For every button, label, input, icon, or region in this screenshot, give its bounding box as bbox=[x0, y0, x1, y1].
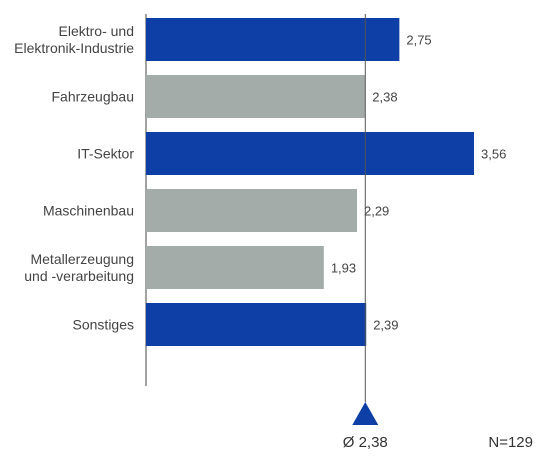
bar-value-label: 2,38 bbox=[372, 90, 397, 105]
category-label: IT-Sektor bbox=[77, 146, 134, 162]
bar bbox=[146, 18, 400, 61]
average-layer: Ø 2,38 bbox=[343, 14, 388, 451]
category-label: und -verarbeitung bbox=[24, 268, 134, 284]
bar bbox=[146, 132, 474, 175]
bar bbox=[146, 189, 357, 232]
category-label: Sonstiges bbox=[73, 317, 134, 333]
category-label: Maschinenbau bbox=[43, 203, 134, 219]
bar bbox=[146, 246, 324, 289]
bar-value-label: 2,75 bbox=[406, 33, 431, 48]
category-label: Elektro- und bbox=[59, 23, 134, 39]
category-label: Fahrzeugbau bbox=[51, 89, 134, 105]
bar-value-label: 2,39 bbox=[373, 318, 398, 333]
bar bbox=[146, 75, 366, 118]
category-label: Metallerzeugung bbox=[30, 251, 134, 267]
bar-value-label: 1,93 bbox=[331, 261, 356, 276]
sample-size-label: N=129 bbox=[488, 434, 533, 451]
bars-layer bbox=[146, 18, 474, 346]
average-value-label: Ø 2,38 bbox=[343, 434, 388, 451]
bar-value-label: 2,29 bbox=[364, 204, 389, 219]
bar bbox=[146, 303, 367, 346]
average-marker-triangle bbox=[352, 402, 379, 425]
bar-value-label: 3,56 bbox=[481, 147, 506, 162]
category-label: Elektronik-Industrie bbox=[14, 40, 134, 56]
